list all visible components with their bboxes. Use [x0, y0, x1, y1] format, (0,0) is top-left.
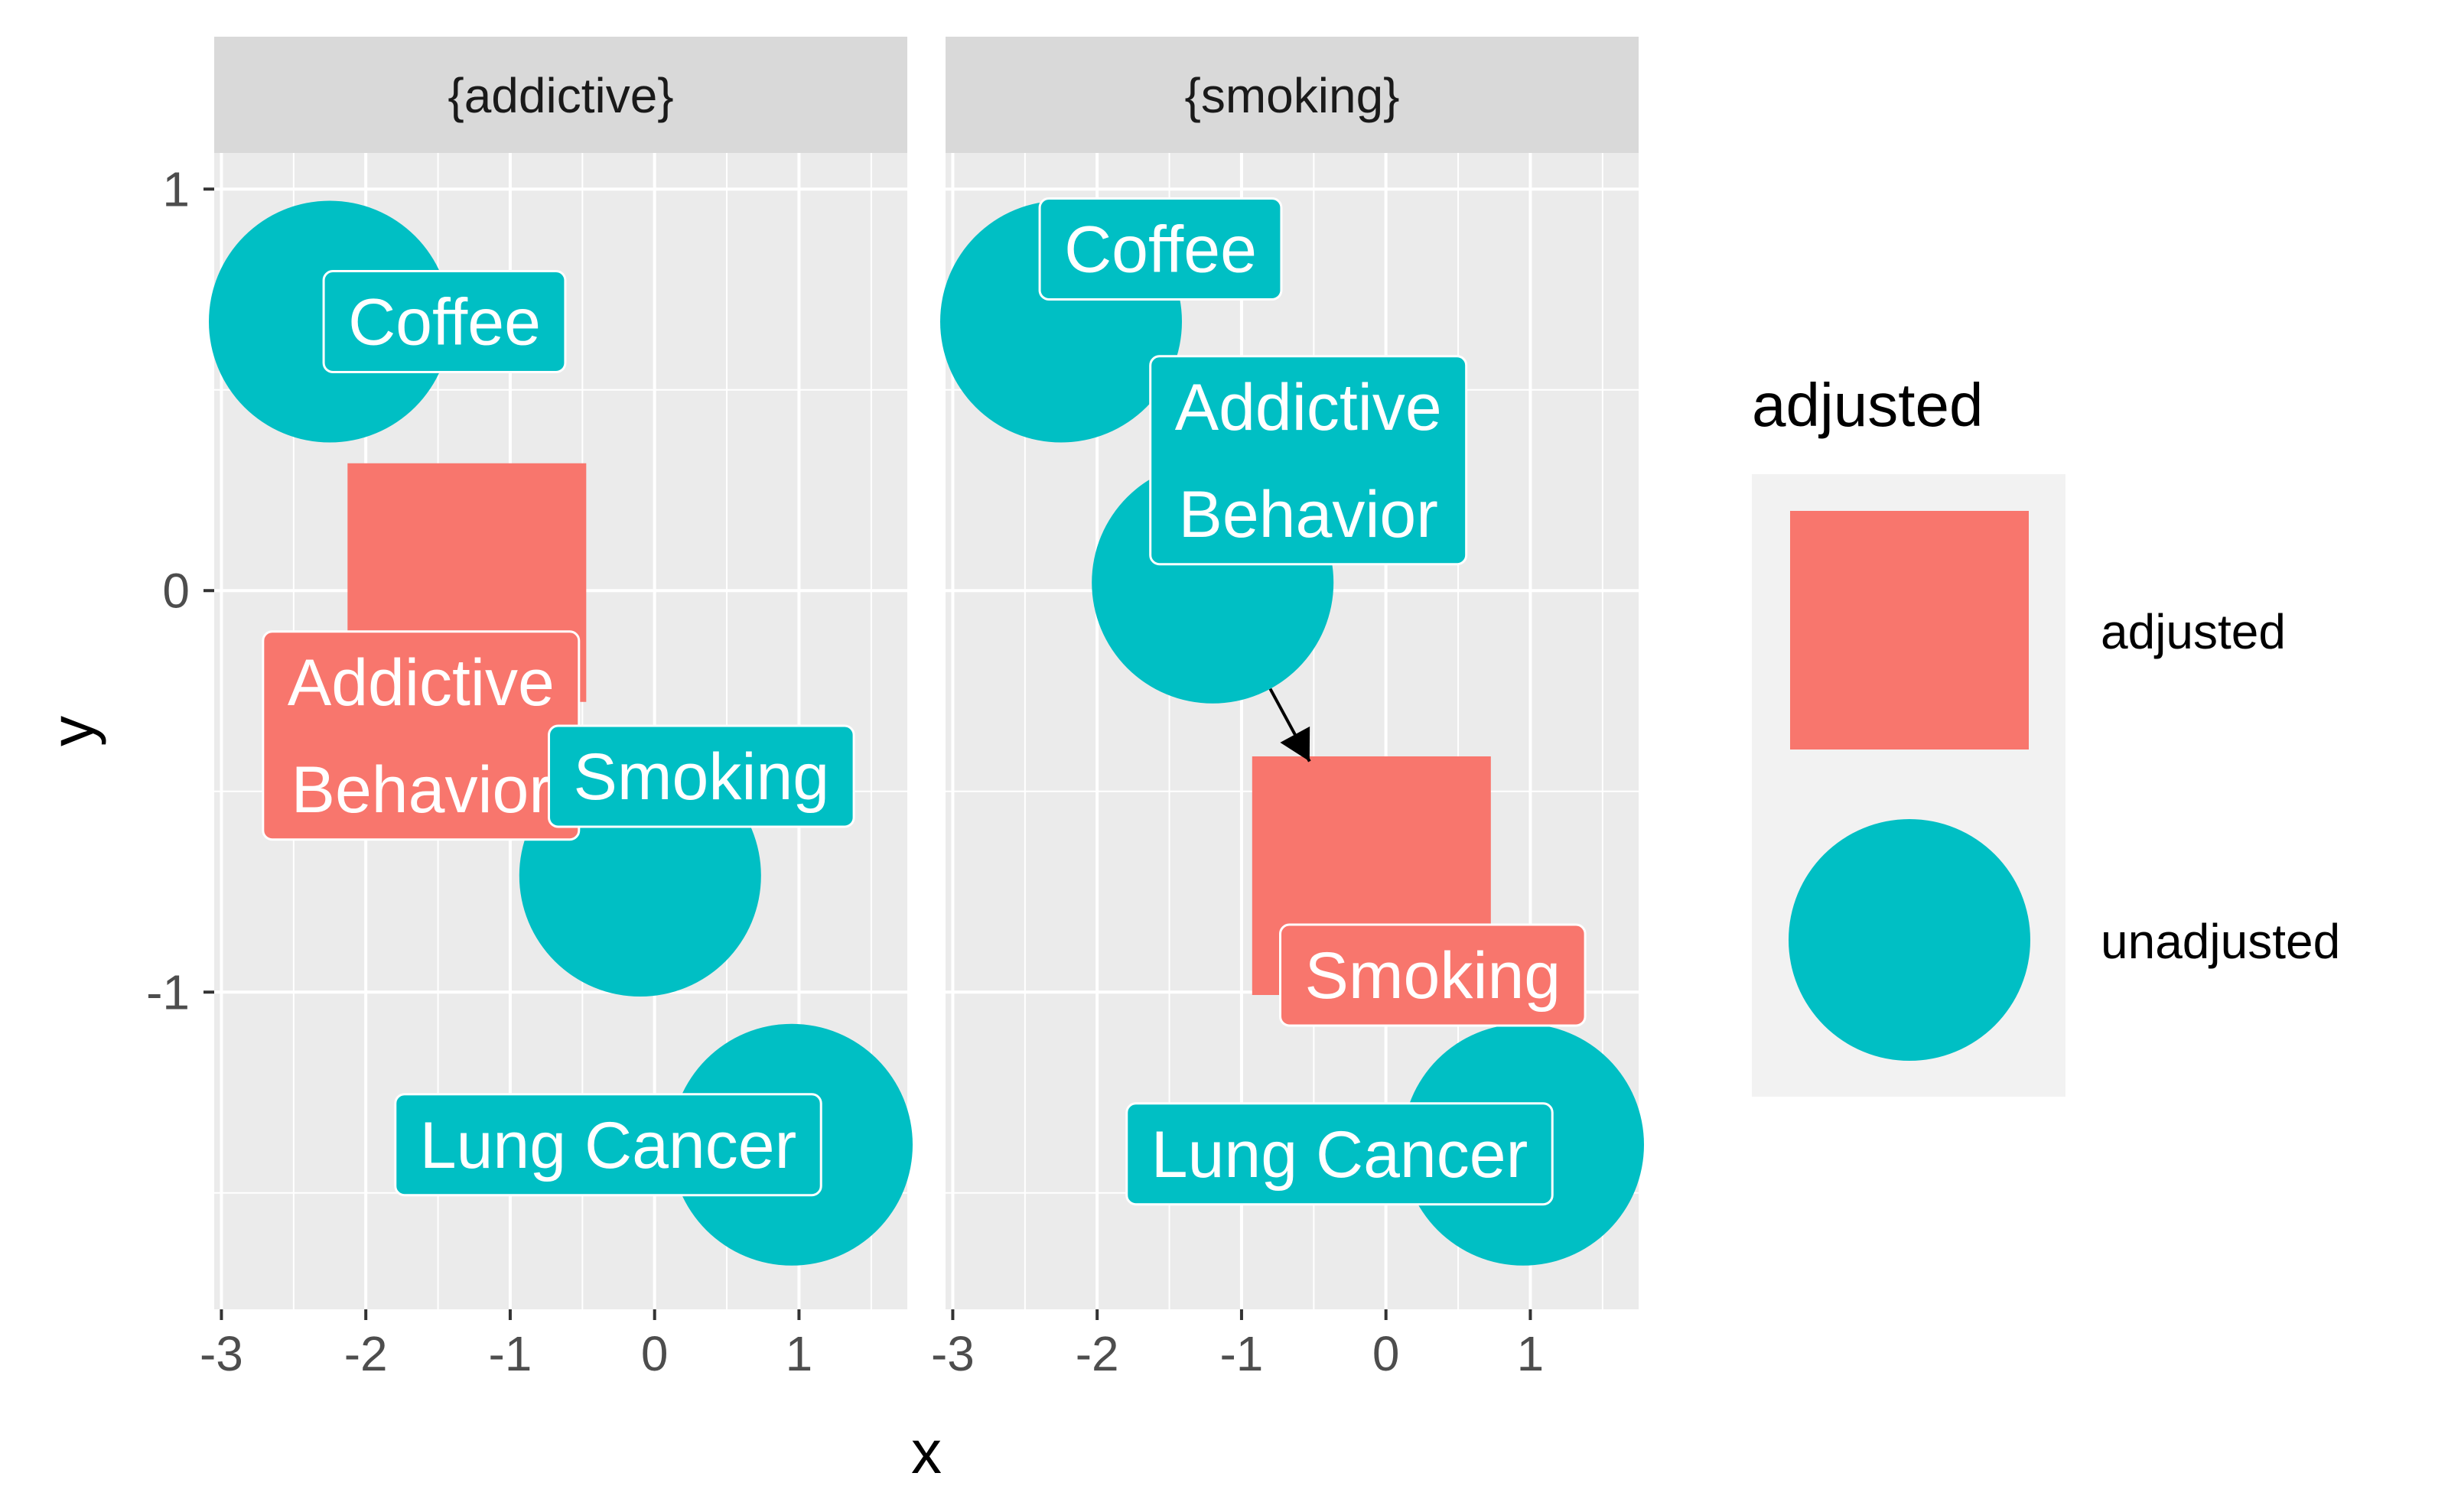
node-label-background: [1279, 923, 1587, 1027]
legend-label-unadjusted: unadjusted: [2101, 914, 2340, 969]
node-label-box: Addictive Behavior: [262, 630, 581, 841]
strip-label: {addictive}: [448, 68, 673, 123]
node-label-text: Lung Cancer: [1151, 1118, 1528, 1192]
strip-background: [214, 37, 907, 153]
node-label-text: Smoking: [1305, 939, 1561, 1013]
y-axis-title: y: [38, 716, 106, 746]
x-tick-label: -3: [931, 1326, 975, 1381]
node-label-text: Lung Cancer: [420, 1109, 796, 1182]
panel-labels: Coffee Addictive Behavior Smoking Lung Cance…: [1038, 197, 1587, 1206]
legend-key-unadjusted-circle: [1789, 819, 2030, 1061]
node-label-background: [1125, 1102, 1554, 1206]
y-tick-label: 0: [162, 563, 190, 618]
node-label-text: Coffee: [1064, 213, 1257, 287]
node-label-background: [394, 1093, 822, 1197]
x-tick-label: -3: [200, 1326, 243, 1381]
legend-key-adjusted-square: [1790, 511, 2029, 749]
node-label-background: [1149, 355, 1468, 566]
node-label-text: Behavior: [291, 753, 551, 827]
panel-labels: Coffee Addictive Behavior Smoking Lung Cance…: [262, 270, 855, 1197]
x-tick-label: -2: [344, 1326, 388, 1381]
x-axis-panel-1: -3 -2 -1 0 1: [200, 1309, 812, 1381]
x-tick-label: -1: [1219, 1326, 1263, 1381]
y-axis: 1 0 -1: [146, 161, 214, 1019]
node-label-box: Lung Cancer: [394, 1093, 822, 1197]
node-label-background: [322, 270, 567, 373]
node-label-box: Smoking: [548, 724, 855, 828]
panel-smoking: {smoking} Coffee Addictive Behavior Smoking…: [931, 37, 1644, 1381]
x-tick-label: 0: [1372, 1326, 1400, 1381]
node-label-text: Addictive: [1175, 371, 1442, 444]
node-label-text: Addictive: [288, 646, 555, 720]
x-axis-panel-2: -3 -2 -1 0 1: [931, 1309, 1544, 1381]
x-tick-label: -2: [1076, 1326, 1119, 1381]
node-label-box: Coffee: [1038, 197, 1283, 301]
legend-title: adjusted: [1752, 371, 1983, 439]
node-label-text: Coffee: [348, 286, 541, 359]
node-label-text: Behavior: [1178, 478, 1437, 551]
panel-addictive: {addictive} Coffee Addictive Behavior Smoki…: [200, 37, 913, 1381]
node-label-box: Addictive Behavior: [1149, 355, 1468, 566]
edge-arrowhead: [1280, 726, 1310, 762]
x-tick-label: 1: [1517, 1326, 1545, 1381]
x-tick-label: 0: [641, 1326, 669, 1381]
node-label-text: Smoking: [574, 740, 830, 814]
strip-background: [946, 37, 1639, 153]
node-label-box: Lung Cancer: [1125, 1102, 1554, 1206]
node-label-box: Smoking: [1279, 923, 1587, 1027]
y-tick-label: -1: [146, 964, 190, 1019]
legend-label-adjusted: adjusted: [2101, 604, 2286, 659]
y-tick-label: 1: [162, 161, 190, 216]
panel-arrows: [1268, 688, 1311, 763]
x-tick-label: -1: [488, 1326, 532, 1381]
node-label-background: [548, 724, 855, 828]
legend: adjusted adjusted unadjusted: [1752, 371, 2340, 1097]
x-axis-title: x: [911, 1418, 942, 1486]
node-label-background: [1038, 197, 1283, 301]
strip-label: {smoking}: [1184, 68, 1399, 123]
x-tick-label: 1: [786, 1326, 813, 1381]
node-label-box: Coffee: [322, 270, 567, 373]
